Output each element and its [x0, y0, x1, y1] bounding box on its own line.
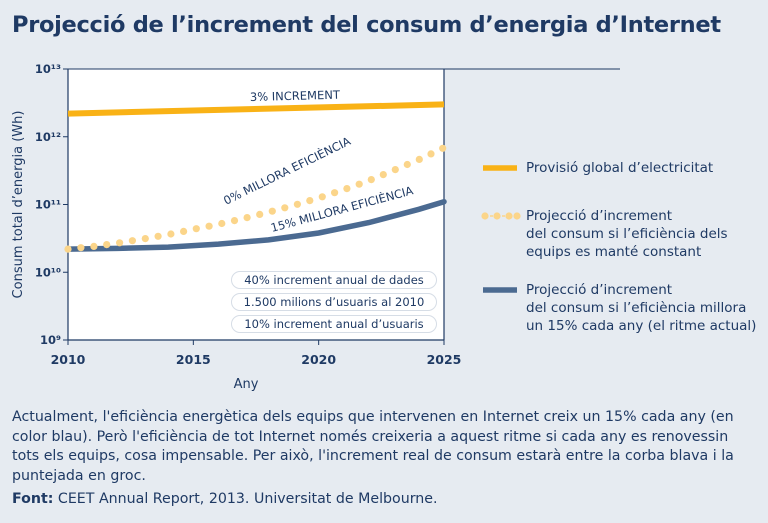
series-point-0pct	[167, 230, 175, 238]
series-point-0pct	[415, 155, 423, 163]
series-point-0pct	[218, 219, 226, 228]
x-tick-label: 2010	[51, 352, 86, 367]
legend-label: del consum si l’eficiència dels	[526, 226, 728, 242]
series-point-0pct	[128, 237, 136, 245]
series-line-15pct	[65, 198, 447, 252]
series-point-0pct	[367, 176, 375, 184]
series-point-0pct	[205, 222, 213, 230]
source-text: CEET Annual Report, 2013. Universitat de…	[53, 491, 438, 507]
series-line-supply	[67, 101, 445, 117]
annotation-box	[231, 271, 437, 289]
series-point-0pct	[230, 217, 239, 225]
annotation-box	[231, 315, 437, 333]
series-point-0pct	[403, 160, 411, 169]
annotation-text: 10% increment anual d’usuaris	[244, 317, 423, 331]
series-point-0pct	[90, 242, 98, 250]
legend-label: del consum si l’eficiència millora	[526, 300, 746, 316]
legend-label: Projecció d’increment	[526, 282, 672, 298]
series-point-0pct	[281, 204, 289, 212]
series-point-0pct	[355, 180, 363, 188]
x-tick-label: 2020	[301, 352, 336, 367]
y-tick-label: 10¹²	[35, 130, 61, 144]
series-point-0pct	[192, 225, 200, 233]
annotation-text: 1.500 milions d’usuaris al 2010	[244, 295, 425, 309]
legend-label: un 15% cada any (el ritme actual)	[526, 318, 756, 334]
series-point-0pct	[116, 239, 124, 247]
annotation-text: 40% increment anual de dades	[244, 273, 424, 287]
y-axis-label: Consum total d’energia (Wh)	[11, 111, 26, 299]
series-point-0pct	[77, 244, 85, 252]
y-tick-label: 10¹¹	[35, 198, 61, 212]
series-point-0pct	[103, 241, 111, 249]
series-point-0pct	[256, 210, 264, 218]
curve-label-supply: 3% INCREMENT	[250, 88, 341, 104]
legend-label: Projecció d’increment	[526, 208, 672, 224]
series-point-0pct	[439, 144, 447, 152]
series-point-0pct	[243, 214, 251, 222]
series-point-0pct	[379, 171, 387, 179]
legend-swatch-0pct-dot	[513, 212, 521, 220]
series-point-0pct	[343, 185, 351, 193]
legend-swatch-0pct-dot	[481, 212, 489, 220]
caption: Actualment, l'eficiència energètica dels…	[12, 409, 734, 484]
y-tick-label: 10¹³	[35, 62, 61, 76]
legend-label: Provisió global d’electricitat	[526, 160, 713, 176]
x-tick-label: 2015	[176, 352, 211, 367]
x-axis-label: Any	[234, 377, 259, 392]
annotation-box	[231, 293, 437, 311]
series-point-0pct	[64, 245, 72, 253]
series-point-0pct	[268, 207, 276, 215]
series-point-0pct	[154, 232, 162, 240]
energy-chart: 10⁹ 10¹⁰ 10¹¹ 10¹² 10¹³ 2010 2015 2020 2025 Any Co…	[11, 62, 756, 392]
series-point-0pct	[141, 235, 149, 243]
series-point-0pct	[427, 150, 435, 158]
series-point-0pct	[293, 200, 301, 208]
legend-label: equips es manté constant	[526, 244, 701, 260]
source-label: Font:	[12, 491, 54, 507]
series-point-0pct	[306, 197, 314, 205]
series-point-0pct	[318, 193, 326, 201]
source: Font: CEET Annual Report, 2013. Universi…	[12, 491, 756, 507]
y-tick-label: 10¹⁰	[35, 265, 61, 279]
series-point-0pct	[180, 227, 188, 235]
y-tick-label: 10⁹	[40, 333, 61, 347]
series-point-0pct	[391, 166, 399, 174]
page-title: Projecció de l’increment del consum d’en…	[12, 12, 721, 38]
x-tick-label: 2025	[427, 352, 462, 367]
series-point-0pct	[331, 189, 339, 197]
